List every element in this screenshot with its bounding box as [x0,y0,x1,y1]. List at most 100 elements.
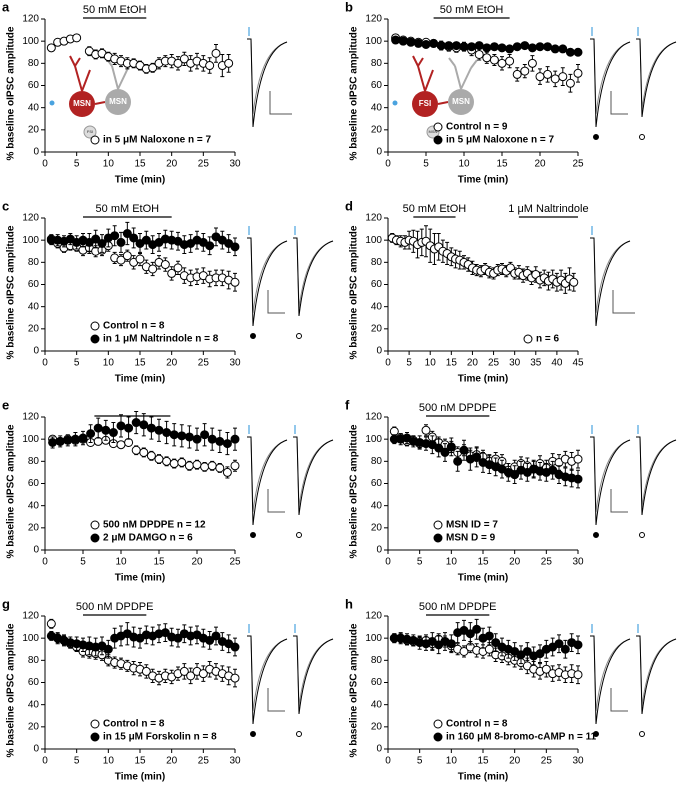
y-tick-label: 20 [28,522,40,533]
scale-bar [610,91,628,115]
legend-label: in 1 μM Naltrindole n = 8 [103,334,219,345]
y-tick-label: 100 [365,434,382,445]
data-point [211,48,221,58]
trace-key [296,532,302,538]
y-tick-label: 120 [22,412,39,423]
scale-bar [267,688,285,712]
y-tick-label: 100 [365,633,382,644]
x-axis-label: Time (min) [115,374,165,385]
data-point [522,646,532,656]
y-tick-label: 40 [371,500,383,511]
chart-panel: a 0 20 40 60 80 100 120 0 5 10 15 20 25 30 Time (min) % … [2,0,292,186]
dendrite [412,55,434,92]
data-point [434,443,444,453]
y-tick-label: 0 [376,346,382,357]
x-tick-label: 0 [385,159,391,170]
legend-marker [90,520,100,530]
data-point [215,463,225,473]
x-tick-label: 0 [42,358,48,369]
x-tick-label: 10 [103,358,115,369]
data-point [192,460,202,470]
y-tick-label: 0 [33,545,39,556]
legend-label: in 160 μM 8-bromo-cAMP n = 11 [446,732,597,743]
data-point [173,263,183,273]
data-point [222,439,232,449]
neuron-label: MSN [452,97,470,106]
y-axis-label: % baseline oIPSC amplitude [349,225,360,359]
x-tick-label: 25 [229,557,241,568]
x-tick-label: 0 [385,756,391,767]
x-tick-label: 20 [166,159,178,170]
trace-key [250,333,256,339]
chart-panel: c 0 20 40 60 80 100 120 0 5 10 15 20 25 30 Time (min) % … [2,198,334,385]
data-point [148,63,158,73]
trace [636,635,677,715]
data-point [230,277,240,287]
data-point [497,58,507,68]
y-tick-label: 40 [28,699,40,710]
data-point [558,44,568,54]
y-tick-label: 0 [376,744,382,755]
chart-panel: e 0 20 40 60 80 100 120 0 5 10 15 20 25 Time (min) % ba… [2,397,334,584]
y-tick-label: 40 [28,500,40,511]
data-point [413,38,423,48]
drug-label: 500 nM DPDPE [419,601,497,613]
data-point [135,254,145,264]
trace [590,38,631,115]
data-point [186,671,196,681]
scale-bar [267,290,285,314]
x-axis-label: Time (min) [115,772,165,783]
y-tick-label: 0 [33,147,39,158]
y-tick-label: 0 [33,346,39,357]
y-tick-label: 60 [28,279,40,290]
x-tick-label: 20 [534,159,546,170]
data-point [131,418,141,428]
trace [590,436,631,513]
trace [293,237,334,317]
x-tick-label: 5 [74,159,80,170]
x-axis-label: Time (min) [458,772,508,783]
y-axis-label: % baseline oIPSC amplitude [349,623,360,757]
x-tick-label: 25 [198,756,210,767]
x-tick-label: 15 [477,557,489,568]
panel-letter: f [345,397,350,412]
data-point [406,37,416,47]
y-tick-label: 40 [371,301,383,312]
x-tick-label: 15 [134,159,146,170]
y-tick-label: 120 [365,14,382,25]
trace-key [593,731,599,737]
data-point [550,74,560,84]
y-axis-label: % baseline oIPSC amplitude [349,26,360,160]
panel-letter: g [2,596,10,611]
x-tick-label: 20 [509,756,521,767]
x-tick-label: 30 [229,159,241,170]
trace-key [639,532,645,538]
legend-label: 2 μM DAMGO n = 6 [103,533,193,544]
data-point [565,78,575,88]
data-point [122,229,132,239]
y-tick-label: 20 [371,721,383,732]
y-tick-label: 120 [365,611,382,622]
trace [247,38,288,128]
x-tick-label: 20 [509,557,521,568]
data-point [535,649,545,659]
neuron [448,89,474,115]
y-tick-label: 120 [22,213,39,224]
legend-label: Control n = 8 [103,719,165,730]
data-point [207,461,217,471]
data-point [543,69,553,79]
y-tick-label: 60 [371,80,383,91]
data-point [541,664,551,674]
x-tick-label: 5 [80,557,86,568]
y-tick-label: 20 [28,124,40,135]
y-axis-label: % baseline oIPSC amplitude [6,225,17,359]
data-point [70,434,80,444]
data-point [459,445,469,455]
neuron [105,89,131,115]
x-tick-label: 25 [541,756,553,767]
data-point [554,639,564,649]
data-point [198,669,208,679]
legend-label: Control n = 8 [446,719,508,730]
scale-bar [269,91,292,115]
x-tick-label: 15 [496,159,508,170]
